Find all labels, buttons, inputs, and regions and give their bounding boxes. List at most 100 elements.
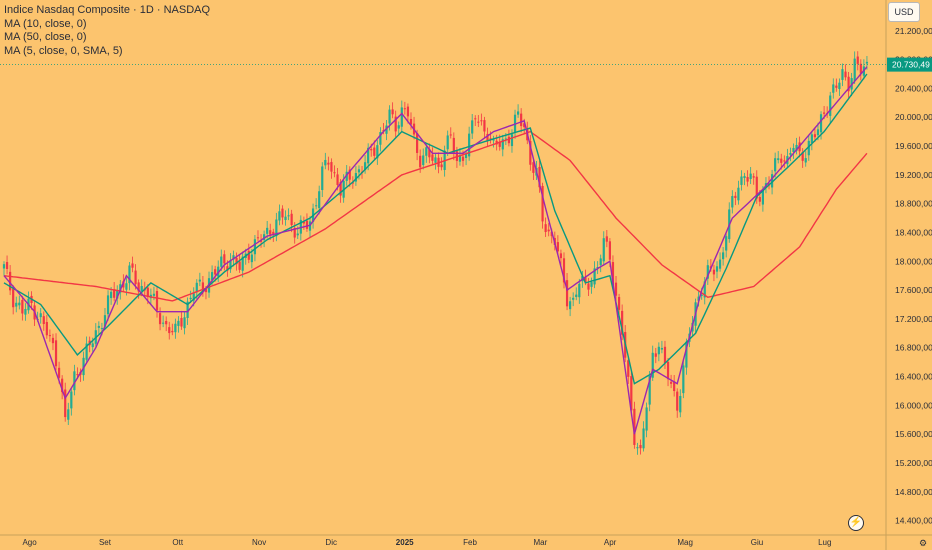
candle-body [198, 279, 201, 282]
candle-body [774, 158, 777, 172]
candle-body [822, 112, 826, 114]
candle-body [250, 254, 253, 263]
candle-body [636, 447, 639, 449]
candle-body [578, 283, 581, 298]
candle-body [345, 171, 348, 181]
x-tick-label: Mar [534, 538, 548, 547]
candle-body [559, 253, 563, 259]
candle-body [523, 123, 526, 128]
candle-body [192, 293, 195, 301]
legend-ma5[interactable]: MA (5, close, 0, SMA, 5) [4, 44, 123, 57]
candle-body [865, 61, 869, 64]
candle-body [486, 133, 489, 142]
ma5-line [3, 66, 868, 435]
last-price-label: 20.730,49 [892, 60, 930, 70]
candle-body [321, 166, 324, 191]
candle-body [795, 144, 798, 151]
candle-body [318, 191, 321, 209]
candle-body [532, 162, 535, 173]
candle-body [562, 258, 566, 283]
candle-body [556, 242, 559, 252]
candle-body [73, 371, 76, 391]
candle-body [287, 215, 290, 217]
y-tick-label: 17.200,00 [895, 314, 932, 324]
y-tick-label: 19.200,00 [895, 170, 932, 180]
candle-body [103, 315, 107, 327]
candle-body [718, 259, 722, 269]
y-tick-label: 16.000,00 [895, 400, 932, 410]
candle-body [330, 162, 333, 172]
candle-body [195, 282, 198, 293]
candle-body [516, 111, 520, 115]
x-tick-label: Apr [604, 538, 617, 547]
candle-body [813, 134, 817, 138]
candle-body [639, 445, 642, 449]
candle-body [241, 256, 244, 271]
tradingview-logo-icon[interactable]: ⚡ [848, 515, 864, 531]
candle-body [61, 378, 64, 393]
candle-body [247, 250, 250, 260]
candle-body [376, 145, 379, 159]
candle-body [614, 282, 618, 296]
candle-body [816, 129, 820, 136]
candle-body [752, 176, 755, 178]
candle-body [419, 155, 422, 168]
candle-body [835, 85, 838, 88]
candle-body [422, 155, 425, 166]
candle-body [125, 283, 128, 290]
candle-body [452, 137, 455, 154]
candle-body [409, 118, 413, 125]
candle-body [67, 409, 70, 420]
candle-body [605, 236, 608, 242]
x-tick-label: Ago [22, 538, 37, 547]
candle-body [725, 236, 728, 251]
y-tick-label: 18.000,00 [895, 256, 932, 266]
candle-body [617, 297, 621, 310]
candle-body [541, 185, 544, 222]
candle-body [48, 335, 52, 337]
candle-body [229, 260, 232, 270]
candle-body [449, 134, 452, 136]
candle-body [743, 176, 746, 178]
legend-ma50[interactable]: MA (50, close, 0) [4, 31, 87, 43]
candle-body [42, 316, 45, 325]
candle-body [590, 282, 593, 287]
candle-body [293, 227, 296, 238]
candle-body [440, 164, 443, 168]
candle-body [682, 365, 685, 394]
candle-body [529, 141, 532, 165]
candle-body [100, 328, 104, 330]
y-tick-label: 17.600,00 [895, 285, 932, 295]
gear-icon[interactable]: ⚙ [918, 538, 928, 548]
candle-body [700, 294, 703, 296]
candle-body [844, 71, 847, 78]
candle-body [406, 106, 410, 117]
candle-body [792, 147, 795, 152]
candle-body [819, 114, 823, 133]
candle-body [761, 189, 764, 205]
candle-body [703, 281, 706, 298]
y-tick-label: 20.400,00 [895, 83, 932, 93]
candle-body [15, 302, 18, 307]
candle-body [113, 289, 116, 298]
currency-button[interactable]: USD [888, 2, 920, 22]
candle-body [477, 121, 480, 123]
candle-body [859, 63, 862, 74]
candle-body [201, 282, 205, 292]
legend-ma10[interactable]: MA (10, close, 0) [4, 17, 87, 30]
y-tick-label: 18.400,00 [895, 227, 932, 237]
candle-body [57, 367, 61, 378]
candle-body [679, 395, 682, 413]
candle-body [596, 267, 599, 269]
candle-body [348, 169, 351, 180]
candle-body [734, 195, 737, 199]
candle-body [290, 213, 293, 226]
candle-body [712, 269, 716, 275]
candle-body [266, 227, 269, 234]
candle-body [642, 428, 645, 449]
candle-body [284, 216, 287, 221]
candle-body [388, 109, 391, 124]
candle-body [471, 120, 474, 134]
